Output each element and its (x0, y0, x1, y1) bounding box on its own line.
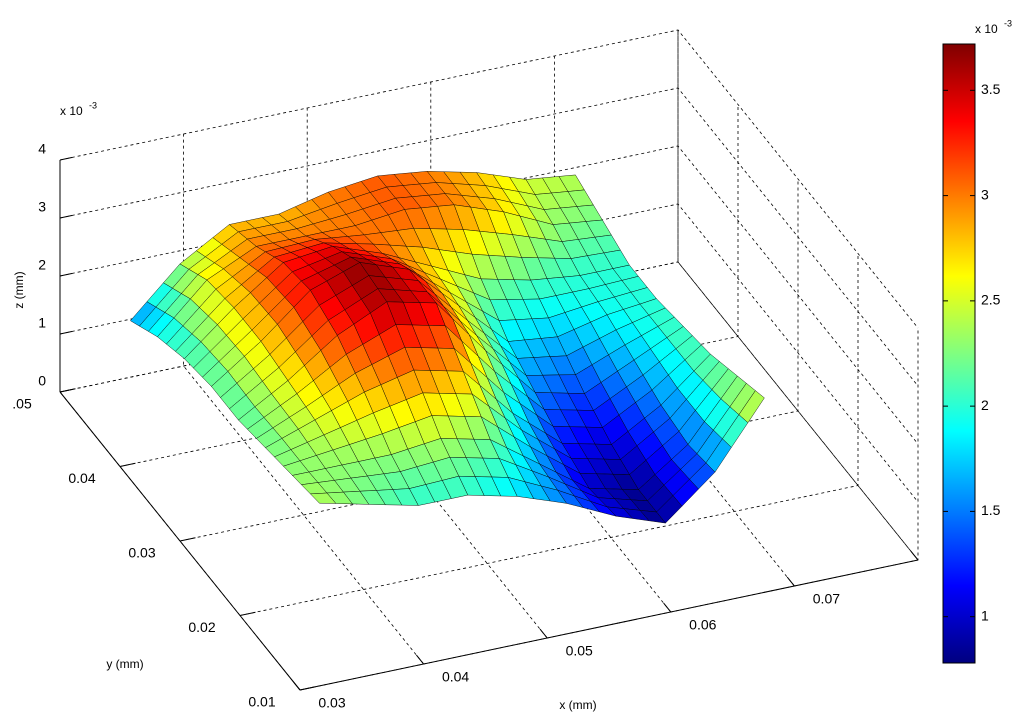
y-tick (119, 462, 136, 467)
z-tick-label: 0 (38, 373, 46, 389)
x-tick (416, 654, 424, 665)
colorbar (942, 43, 976, 664)
x-tick (539, 628, 548, 639)
x-axis-label: x (mm) (559, 698, 596, 712)
y-tick (179, 537, 196, 542)
colorbar-tick-label: 2.5 (981, 292, 1001, 308)
grid-line (554, 56, 795, 587)
z-tick (59, 388, 73, 393)
colorbar-exponent-base: x 10 (975, 22, 998, 36)
z-tick (59, 330, 73, 335)
x-tick-label: 0.03 (318, 695, 345, 711)
colorbar-exponent-power: -3 (1004, 18, 1012, 28)
z-tick-label: 2 (38, 257, 46, 273)
grid-line (59, 87, 919, 387)
colorbar-tick-label: 1.5 (981, 502, 1001, 518)
z-tick (59, 214, 73, 219)
grid-line (677, 30, 919, 561)
y-tick-label: 0.02 (188, 619, 215, 635)
y-tick-label: .05 (12, 396, 32, 412)
x-tick-label: 0.04 (442, 669, 469, 685)
colorbar-tick-label: 3.5 (981, 81, 1001, 97)
grid-line (430, 82, 672, 613)
grid-line (59, 29, 919, 329)
z-axis-label: z (mm) (12, 271, 26, 308)
x-tick (786, 576, 795, 587)
y-tick (299, 686, 316, 691)
x-tick (663, 602, 672, 613)
y-tick-label: 0.03 (128, 545, 155, 561)
x-tick (910, 550, 919, 561)
z-exponent-power: -3 (89, 100, 97, 110)
z-tick (59, 272, 73, 277)
surface-patch (309, 492, 337, 504)
colorbar-tick-label: 1 (981, 607, 989, 623)
x-tick-label: 0.07 (813, 591, 840, 607)
z-exponent-base: x 10 (60, 104, 83, 118)
z-tick (59, 156, 73, 161)
x-tick-label: 0.05 (566, 643, 593, 659)
x-tick-label: 0.06 (689, 617, 716, 633)
x-tick (292, 680, 301, 691)
grid-line (306, 108, 548, 639)
grid-line (183, 134, 424, 665)
y-tick-label: 0.04 (68, 470, 95, 486)
z-tick-label: 1 (38, 315, 46, 331)
z-tick-label: 3 (38, 199, 46, 215)
y-tick (239, 611, 256, 616)
colorbar-tick-label: 2 (981, 397, 989, 413)
colorbar-tick-label: 3 (981, 186, 989, 202)
y-tick-label: 0.01 (248, 694, 275, 710)
y-axis-label: y (mm) (106, 657, 143, 671)
x-axis (299, 559, 919, 691)
z-tick-label: 4 (38, 141, 46, 157)
